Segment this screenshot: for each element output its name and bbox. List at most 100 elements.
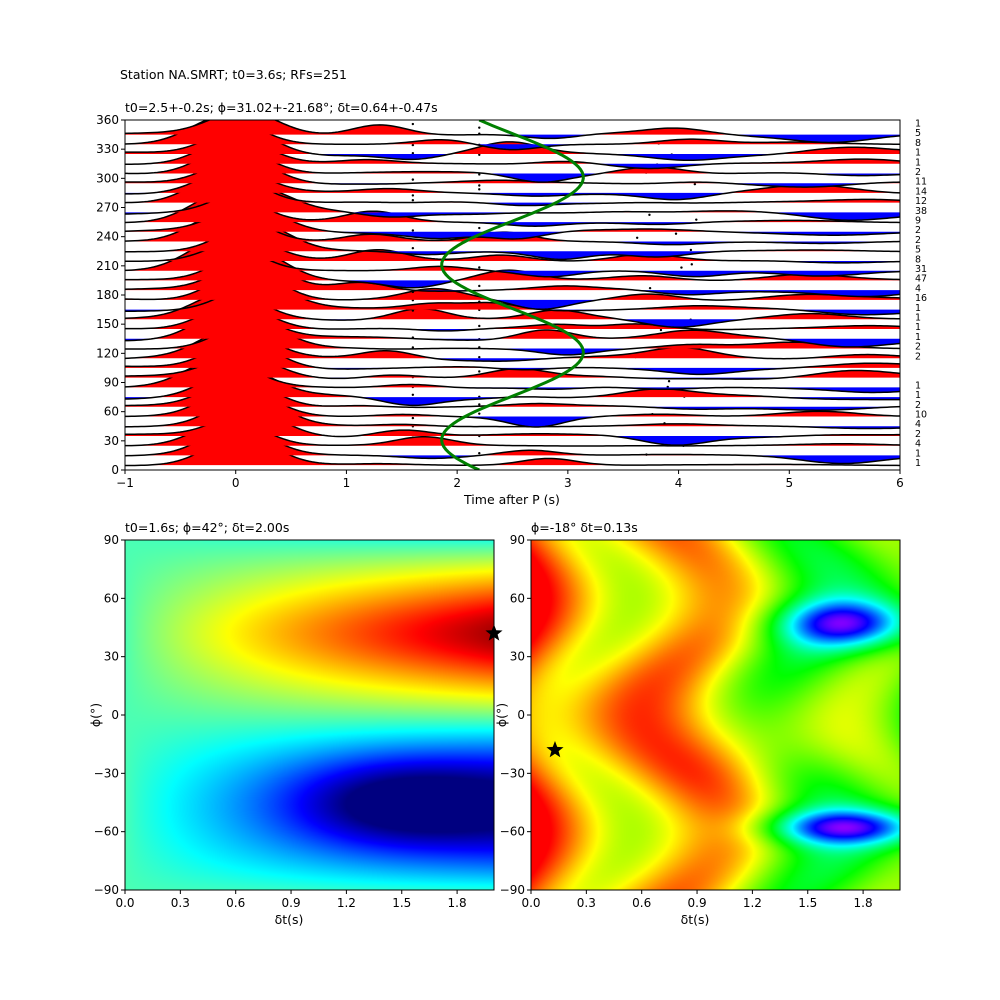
trace-fill-positive — [125, 341, 900, 368]
trace-count-label: 1 — [915, 380, 921, 391]
trace-fill-negative — [125, 358, 900, 362]
x-tick-label: 0.0 — [521, 896, 540, 910]
trace-count-label: 1 — [915, 119, 921, 130]
trace-fill-negative — [125, 319, 900, 328]
trace-count-label: 5 — [915, 128, 921, 139]
trace-count-label: 1 — [915, 148, 921, 159]
y-tick-label: 60 — [510, 591, 525, 605]
left-x-axis-label: δt(s) — [275, 912, 304, 927]
trace-fill-negative — [125, 367, 900, 375]
right-y-axis-label: ϕ(°) — [494, 703, 509, 727]
trace-fill-positive — [125, 158, 900, 184]
arrival-marker — [689, 248, 693, 252]
trace-fill-positive — [125, 359, 900, 388]
arrival-marker — [635, 236, 639, 239]
top-y-tick-label: 60 — [104, 405, 119, 419]
right-heatmap-canvas — [531, 540, 900, 890]
delay-time-curve — [440, 120, 585, 470]
arrival-marker — [478, 370, 481, 373]
arrival-marker — [648, 213, 651, 217]
best-fit-star — [485, 624, 503, 641]
arrival-marker — [411, 346, 415, 349]
trace-count-label: 4 — [915, 439, 921, 450]
y-tick-label: −60 — [500, 825, 525, 839]
top-y-tick-label: 90 — [104, 376, 119, 390]
energy-map-panel-left: t0=1.6s; ϕ=42°; δt=2.00s 0.0 0.3 0.6 0.9 1.2… — [88, 520, 503, 927]
trace-fill-negative — [125, 222, 900, 227]
top-y-tick-label: 120 — [96, 346, 119, 360]
trace-fill-negative — [125, 154, 900, 161]
trace-count-label: 1 — [915, 448, 921, 459]
trace-count-label: 1 — [915, 157, 921, 168]
trace-count-label: 2 — [915, 342, 921, 353]
trace-count-label: 1 — [915, 322, 921, 333]
trace-fill-negative — [125, 406, 900, 411]
arrival-marker — [693, 182, 697, 186]
trace-fill-negative — [125, 202, 900, 206]
left-axes: 0.0 0.3 0.6 0.9 1.2 1.5 1.8 −90 −60 −30 0 30 60 90 — [94, 533, 467, 910]
trace-fill-negative — [125, 455, 900, 464]
trace-fill-positive — [125, 386, 900, 417]
y-tick-label: −90 — [500, 883, 525, 897]
arrival-marker — [478, 126, 481, 129]
trace-fill-positive — [125, 292, 900, 320]
left-panel-title: t0=1.6s; ϕ=42°; δt=2.00s — [125, 520, 289, 535]
trace-fill-positive — [125, 192, 900, 223]
top-y-tick-label: 330 — [96, 142, 119, 156]
trace-fill-positive — [125, 172, 900, 203]
arrival-marker — [411, 152, 415, 155]
trace-fill-positive — [125, 239, 900, 271]
top-y-tick-label: 360 — [96, 113, 119, 127]
trace-fill-positive — [125, 304, 900, 330]
trace-count-label: 16 — [915, 293, 927, 304]
trace-count-label: 1 — [915, 458, 921, 469]
trace-fill-negative — [125, 290, 900, 297]
trace-count-label: 10 — [915, 410, 927, 421]
trace-fill-negative — [125, 387, 900, 393]
top-y-tick-label: 30 — [104, 434, 119, 448]
arrival-marker — [478, 403, 481, 406]
arrival-marker — [478, 300, 481, 303]
top-y-tick-label: 150 — [96, 317, 119, 331]
arrival-marker — [478, 452, 481, 455]
x-tick-label: 1.5 — [392, 896, 411, 910]
trace-count-label: 1 — [915, 332, 921, 343]
trace-count-label: 47 — [915, 274, 927, 285]
y-tick-label: 60 — [104, 591, 119, 605]
trace-count-label: 1 — [915, 313, 921, 324]
trace-count-label: 4 — [915, 283, 921, 294]
trace-count-label: 2 — [915, 429, 921, 440]
arrival-marker — [648, 286, 652, 290]
top-x-tick-label: 2 — [453, 476, 461, 490]
x-tick-label: 1.8 — [854, 896, 873, 910]
arrival-marker — [695, 218, 698, 221]
y-tick-label: −90 — [94, 883, 119, 897]
trace-fill-negative — [125, 241, 900, 245]
top-y-tick-label: 180 — [96, 288, 119, 302]
trace-count-label: 38 — [915, 206, 927, 217]
y-tick-label: 90 — [510, 533, 525, 547]
y-tick-label: −60 — [94, 825, 119, 839]
trace-count-label: 2 — [915, 235, 921, 246]
top-x-tick-label: 0 — [232, 476, 240, 490]
top-y-axis: 0 30 60 90 120 150 180 210 240 270 300 330 360 — [96, 113, 125, 477]
top-x-tick-label: 1 — [343, 476, 351, 490]
right-x-axis-label: δt(s) — [681, 912, 710, 927]
top-y-tick-label: 210 — [96, 259, 119, 273]
arrival-marker — [478, 153, 481, 157]
arrival-marker — [411, 290, 415, 294]
trace-count-labels: 1142410211221111164473185229381214112118… — [915, 119, 927, 470]
x-tick-label: 0.9 — [282, 896, 301, 910]
x-tick-label: 0.9 — [688, 896, 707, 910]
figure-suptitle: Station NA.SMRT; t0=3.6s; RFs=251 — [120, 67, 347, 82]
right-best-star-marker — [546, 741, 564, 758]
trace-fill-negative — [125, 397, 900, 406]
arrival-marker — [478, 284, 481, 288]
energy-map-panel-right: ϕ=-18° δt=0.13s 0.0 0.3 0.6 0.9 1.2 1.5 1.8 −90… — [494, 520, 901, 927]
traces-plot-area — [125, 120, 900, 470]
x-tick-label: 0.3 — [577, 896, 596, 910]
right-panel-title: ϕ=-18° δt=0.13s — [531, 520, 638, 535]
x-tick-label: 0.3 — [171, 896, 190, 910]
x-tick-label: 1.2 — [743, 896, 762, 910]
right-axes: 0.0 0.3 0.6 0.9 1.2 1.5 1.8 −90 −60 −30 0 30 60 90 — [500, 533, 873, 910]
